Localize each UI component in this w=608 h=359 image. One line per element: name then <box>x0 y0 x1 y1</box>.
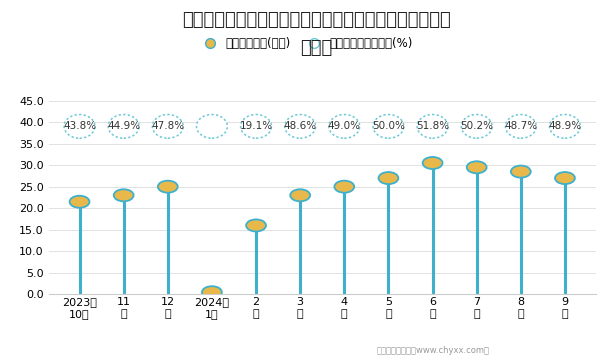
Ellipse shape <box>550 115 581 138</box>
Text: 19.1%: 19.1% <box>240 121 272 131</box>
Text: 统计图: 统计图 <box>300 39 333 57</box>
Text: 制图：智研咨询（www.chyxx.com）: 制图：智研咨询（www.chyxx.com） <box>377 346 490 355</box>
Text: 48.9%: 48.9% <box>548 121 581 131</box>
Text: 43.8%: 43.8% <box>63 121 96 131</box>
Ellipse shape <box>511 165 531 178</box>
Ellipse shape <box>373 115 404 138</box>
Text: 51.8%: 51.8% <box>416 121 449 131</box>
Ellipse shape <box>153 115 183 138</box>
Ellipse shape <box>467 161 486 173</box>
Ellipse shape <box>114 189 134 201</box>
Ellipse shape <box>461 115 492 138</box>
Ellipse shape <box>196 115 227 138</box>
Ellipse shape <box>329 115 360 138</box>
Ellipse shape <box>202 286 222 298</box>
Legend: 当月出口货值(亿元), 占全国出口货值比重(%): 当月出口货值(亿元), 占全国出口货值比重(%) <box>194 33 418 55</box>
Ellipse shape <box>69 196 89 208</box>
Text: 49.0%: 49.0% <box>328 121 361 131</box>
Ellipse shape <box>423 157 443 169</box>
Text: 47.8%: 47.8% <box>151 121 184 131</box>
Ellipse shape <box>64 115 95 138</box>
Text: 48.7%: 48.7% <box>504 121 537 131</box>
Ellipse shape <box>158 181 178 193</box>
Ellipse shape <box>334 181 354 193</box>
Ellipse shape <box>417 115 448 138</box>
Ellipse shape <box>285 115 316 138</box>
Text: 近一年广东省印刷和记录媒介复制业当月出口货值及占比: 近一年广东省印刷和记录媒介复制业当月出口货值及占比 <box>182 11 451 29</box>
Text: 50.2%: 50.2% <box>460 121 493 131</box>
Ellipse shape <box>555 172 575 184</box>
Text: 44.9%: 44.9% <box>107 121 140 131</box>
Ellipse shape <box>379 172 398 184</box>
Ellipse shape <box>505 115 536 138</box>
Text: 48.6%: 48.6% <box>283 121 317 131</box>
Ellipse shape <box>246 219 266 232</box>
Ellipse shape <box>241 115 272 138</box>
Text: 50.0%: 50.0% <box>372 121 405 131</box>
Ellipse shape <box>108 115 139 138</box>
Ellipse shape <box>290 189 310 201</box>
